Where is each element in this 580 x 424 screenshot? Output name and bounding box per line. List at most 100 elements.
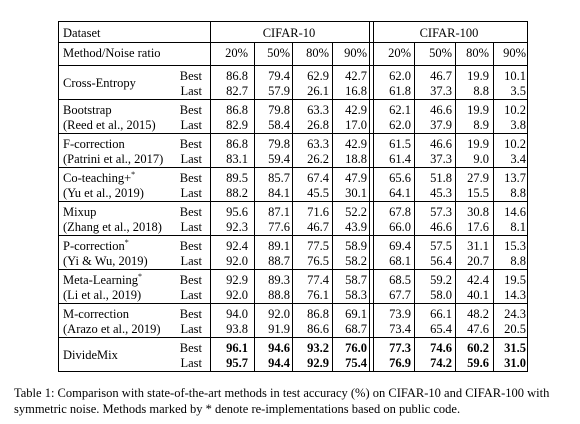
last-value: 46.6 <box>430 220 452 234</box>
last-value: 76.9 <box>389 356 411 370</box>
best-value: 86.8 <box>226 69 248 83</box>
last-value: 37.3 <box>430 152 452 166</box>
best-value: 42.7 <box>345 69 367 83</box>
best-value: 93.2 <box>307 341 329 355</box>
column-separator <box>493 42 494 372</box>
best-value: 59.2 <box>430 273 452 287</box>
best-value: 10.2 <box>504 137 526 151</box>
last-value: 37.9 <box>430 118 452 132</box>
noise-ratio-header: 50% <box>267 46 290 60</box>
best-value: 95.6 <box>226 205 248 219</box>
last-label: Last <box>180 220 202 234</box>
best-value: 62.9 <box>307 69 329 83</box>
last-value: 58.2 <box>345 254 367 268</box>
dataset-header: Dataset <box>63 26 101 40</box>
best-value: 76.0 <box>345 341 367 355</box>
best-value: 42.9 <box>345 103 367 117</box>
dataset-separator <box>369 21 370 372</box>
method-name: Bootstrap <box>63 103 112 117</box>
best-label: Best <box>179 273 202 287</box>
best-value: 19.9 <box>467 103 489 117</box>
star-mark: * <box>124 237 129 247</box>
best-value: 65.6 <box>389 171 411 185</box>
best-value: 13.7 <box>504 171 526 185</box>
last-value: 26.1 <box>307 84 329 98</box>
best-value: 74.6 <box>430 341 452 355</box>
best-value: 46.7 <box>430 69 452 83</box>
best-value: 86.8 <box>226 137 248 151</box>
noise-ratio-header: 80% <box>306 46 329 60</box>
best-value: 24.3 <box>504 307 526 321</box>
method-header: Method/Noise ratio <box>63 46 161 60</box>
noise-ratio-header: 90% <box>344 46 367 60</box>
best-value: 85.7 <box>268 171 290 185</box>
method-name: DivideMix <box>63 348 118 362</box>
method-reference: (Yi & Wu, 2019) <box>63 254 148 268</box>
cifar100-header: CIFAR-100 <box>419 26 479 40</box>
last-value: 92.0 <box>226 254 248 268</box>
best-value: 42.9 <box>345 137 367 151</box>
table-left-border <box>58 21 59 372</box>
best-label: Best <box>179 341 202 355</box>
column-separator <box>292 42 293 372</box>
last-value: 8.9 <box>473 118 489 132</box>
last-value: 14.3 <box>504 288 526 302</box>
best-value: 92.4 <box>226 239 248 253</box>
last-value: 77.6 <box>268 220 290 234</box>
dataset-separator <box>373 21 374 372</box>
noise-ratio-header: 90% <box>503 46 526 60</box>
best-value: 77.5 <box>307 239 329 253</box>
best-label: Best <box>179 103 202 117</box>
last-value: 8.8 <box>510 254 526 268</box>
last-value: 8.1 <box>510 220 526 234</box>
best-value: 67.8 <box>389 205 411 219</box>
last-value: 88.7 <box>268 254 290 268</box>
last-value: 91.9 <box>268 322 290 336</box>
method-name: F-correction <box>63 137 125 151</box>
best-value: 19.9 <box>467 137 489 151</box>
best-value: 86.8 <box>307 307 329 321</box>
last-value: 3.8 <box>510 118 526 132</box>
best-value: 92.0 <box>268 307 290 321</box>
best-value: 52.2 <box>345 205 367 219</box>
table-right-border <box>527 21 528 372</box>
best-value: 89.5 <box>226 171 248 185</box>
best-value: 31.1 <box>467 239 489 253</box>
last-value: 20.5 <box>504 322 526 336</box>
best-value: 63.3 <box>307 137 329 151</box>
method-name: Meta-Learning* <box>63 271 142 287</box>
best-value: 77.4 <box>307 273 329 287</box>
last-value: 30.1 <box>345 186 367 200</box>
cifar10-header: CIFAR-10 <box>262 26 316 40</box>
last-value: 68.1 <box>389 254 411 268</box>
last-value: 92.3 <box>226 220 248 234</box>
last-value: 64.1 <box>389 186 411 200</box>
star-mark: * <box>137 271 142 281</box>
method-name: Co-teaching+* <box>63 169 136 185</box>
best-value: 68.5 <box>389 273 411 287</box>
best-label: Best <box>179 205 202 219</box>
last-value: 95.7 <box>226 356 248 370</box>
method-separator <box>210 21 211 372</box>
last-value: 76.1 <box>307 288 329 302</box>
best-value: 69.1 <box>345 307 367 321</box>
method-name: Cross-Entropy <box>63 76 136 90</box>
last-label: Last <box>180 118 202 132</box>
best-value: 46.6 <box>430 137 452 151</box>
table-caption: Table 1: Comparison with state-of-the-ar… <box>14 386 550 416</box>
last-value: 3.4 <box>510 152 526 166</box>
last-label: Last <box>180 186 202 200</box>
last-value: 93.8 <box>226 322 248 336</box>
last-value: 17.6 <box>467 220 489 234</box>
last-value: 26.8 <box>307 118 329 132</box>
method-reference: (Patrini et al., 2017) <box>63 152 164 166</box>
best-value: 62.1 <box>389 103 411 117</box>
best-value: 60.2 <box>467 341 489 355</box>
best-value: 73.9 <box>389 307 411 321</box>
star-mark: * <box>131 169 136 179</box>
last-label: Last <box>180 356 202 370</box>
last-label: Last <box>180 84 202 98</box>
noise-ratio-header: 20% <box>388 46 411 60</box>
last-value: 76.5 <box>307 254 329 268</box>
last-value: 94.4 <box>268 356 290 370</box>
